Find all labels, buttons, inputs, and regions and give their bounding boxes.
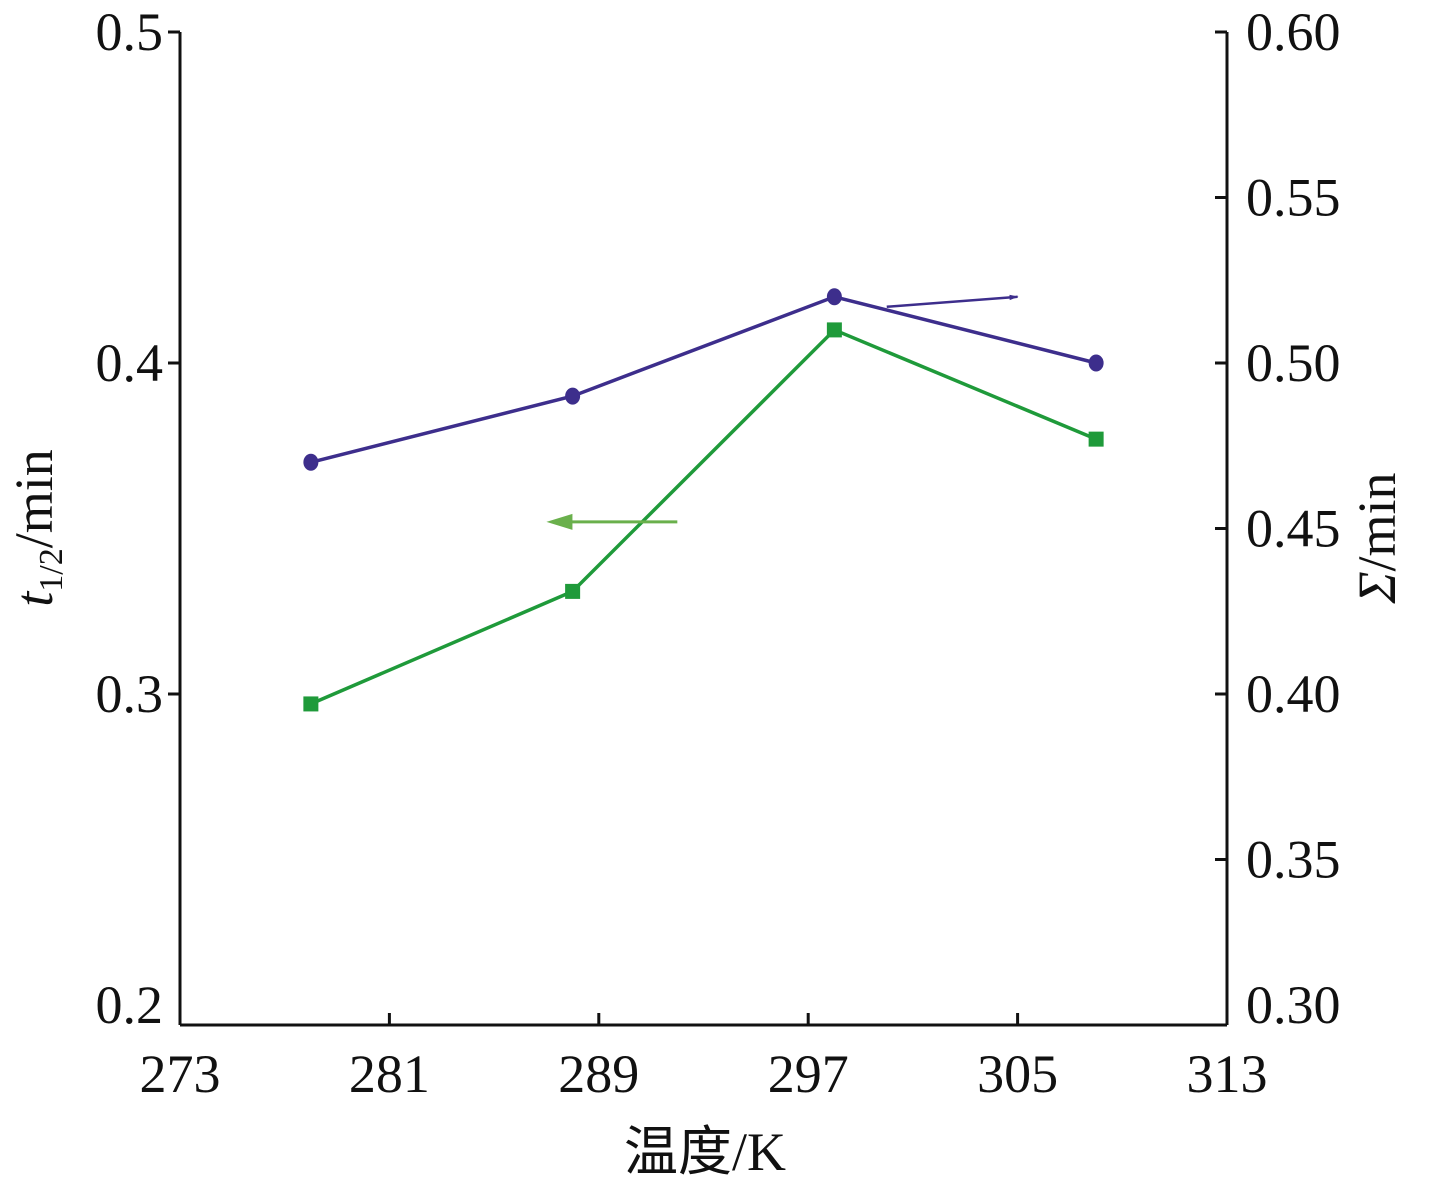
y-left-tick-label: 0.4 (96, 333, 164, 393)
y-right-tick-label: 0.35 (1246, 830, 1341, 890)
y-left-tick-label: 0.5 (96, 2, 164, 62)
axis-indicator-arrow-right (886, 294, 1019, 309)
y-right-tick-label: 0.45 (1246, 499, 1341, 559)
y-right-ticks: 0.30 0.35 0.40 0.45 0.50 0.55 0.60 (1215, 2, 1341, 1035)
y-right-tick-label: 0.50 (1246, 333, 1341, 393)
axes (178, 32, 1229, 1027)
y-left-ticks: 0.2 0.3 0.4 0.5 (96, 2, 180, 1035)
y-right-tick-label: 0.30 (1246, 975, 1341, 1035)
y-left-title-sub: 1/2 (33, 548, 70, 591)
y-right-title-main: Σ (1347, 571, 1407, 604)
x-tick-label: 305 (977, 1044, 1058, 1104)
series-2-line (310, 327, 1097, 706)
x-tick-label: 273 (140, 1044, 221, 1104)
y-right-tick-label: 0.55 (1246, 168, 1341, 228)
annotation-layer (546, 294, 1019, 530)
x-tick-label: 289 (558, 1044, 639, 1104)
series-1-point (303, 453, 319, 471)
series-2-point (303, 696, 319, 712)
x-ticks: 273 281 289 297 305 313 (140, 1013, 1268, 1104)
y-left-axis-title: t1/2/min (4, 449, 70, 606)
series-1-point (565, 387, 581, 405)
series-2-point (565, 583, 581, 599)
y-left-title-unit: /min (4, 449, 64, 548)
series-1-point (826, 288, 842, 306)
series-2-point (826, 322, 842, 338)
axis-indicator-arrow-left-head (546, 513, 573, 530)
x-tick-label: 281 (349, 1044, 430, 1104)
series-layer (303, 288, 1104, 712)
y-right-tick-label: 0.40 (1246, 664, 1341, 724)
y-right-title-unit: /min (1347, 472, 1407, 571)
y-left-tick-label: 0.2 (96, 975, 164, 1035)
y-right-tick-label: 0.60 (1246, 2, 1341, 62)
y-left-tick-label: 0.3 (96, 664, 164, 724)
x-axis-title: 温度/K (624, 1122, 786, 1181)
series-2-point (1088, 431, 1104, 447)
series-1-point (1088, 354, 1104, 372)
x-tick-label: 313 (1187, 1044, 1268, 1104)
series-1-line (310, 294, 1097, 464)
y-left-title-main: t (4, 590, 64, 607)
y-right-axis-title: Σ/min (1347, 472, 1407, 604)
x-tick-label: 297 (768, 1044, 849, 1104)
